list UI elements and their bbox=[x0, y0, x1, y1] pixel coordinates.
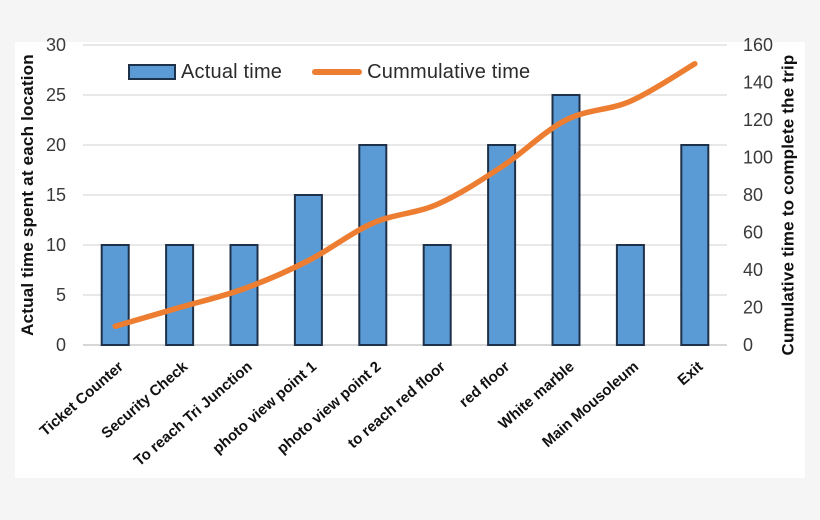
chart-card bbox=[15, 42, 805, 478]
right-tick-label: 80 bbox=[743, 185, 763, 205]
bar-9 bbox=[615, 244, 645, 346]
legend-label-cummulative-time: Cummulative time bbox=[367, 60, 531, 83]
bar-1 bbox=[100, 244, 130, 346]
bar-4 bbox=[293, 194, 323, 346]
bar-8 bbox=[551, 94, 581, 346]
legend-item-cummulative-time: Cummulative time bbox=[312, 61, 530, 84]
line-swatch-icon bbox=[312, 69, 363, 75]
bar-2 bbox=[165, 244, 195, 346]
bar-6 bbox=[422, 244, 452, 346]
left-tick-label: 0 bbox=[56, 335, 66, 355]
bar-3 bbox=[229, 244, 259, 346]
left-axis-title: Actual time spent at each location bbox=[10, 45, 46, 345]
left-tick-label: 5 bbox=[56, 285, 66, 305]
right-tick-label: 40 bbox=[743, 260, 763, 280]
legend: Actual time Cummulative time bbox=[128, 58, 530, 86]
bar-5 bbox=[358, 144, 388, 346]
right-tick-label: 20 bbox=[743, 298, 763, 318]
category-label: To reach Tri Junction bbox=[131, 358, 256, 470]
left-tick-label: 15 bbox=[46, 185, 66, 205]
legend-item-actual-time: Actual time bbox=[128, 61, 282, 84]
right-tick-label: 100 bbox=[743, 148, 773, 168]
left-tick-label: 10 bbox=[46, 235, 66, 255]
legend-label-actual-time: Actual time bbox=[181, 60, 283, 83]
right-tick-label: 0 bbox=[743, 335, 753, 355]
bar-7 bbox=[487, 144, 517, 346]
cumulative-line bbox=[112, 61, 698, 329]
bar-swatch-icon bbox=[128, 64, 176, 80]
left-axis-title-text: Actual time spent at each location bbox=[18, 54, 38, 336]
right-tick-label: 60 bbox=[743, 223, 763, 243]
right-axis-title-text: Cumulative time to complete the trip bbox=[778, 54, 797, 356]
right-tick-label: 160 bbox=[743, 35, 773, 55]
bar-10 bbox=[680, 144, 710, 346]
right-tick-label: 140 bbox=[743, 73, 773, 93]
left-tick-label: 20 bbox=[46, 135, 66, 155]
right-tick-label: 120 bbox=[743, 110, 773, 130]
left-tick-label: 25 bbox=[46, 85, 66, 105]
category-label: red floor bbox=[456, 358, 513, 411]
right-axis-title: Cumulative time to complete the trip bbox=[770, 40, 806, 370]
left-tick-label: 30 bbox=[46, 35, 66, 55]
category-label: Exit bbox=[675, 358, 707, 389]
